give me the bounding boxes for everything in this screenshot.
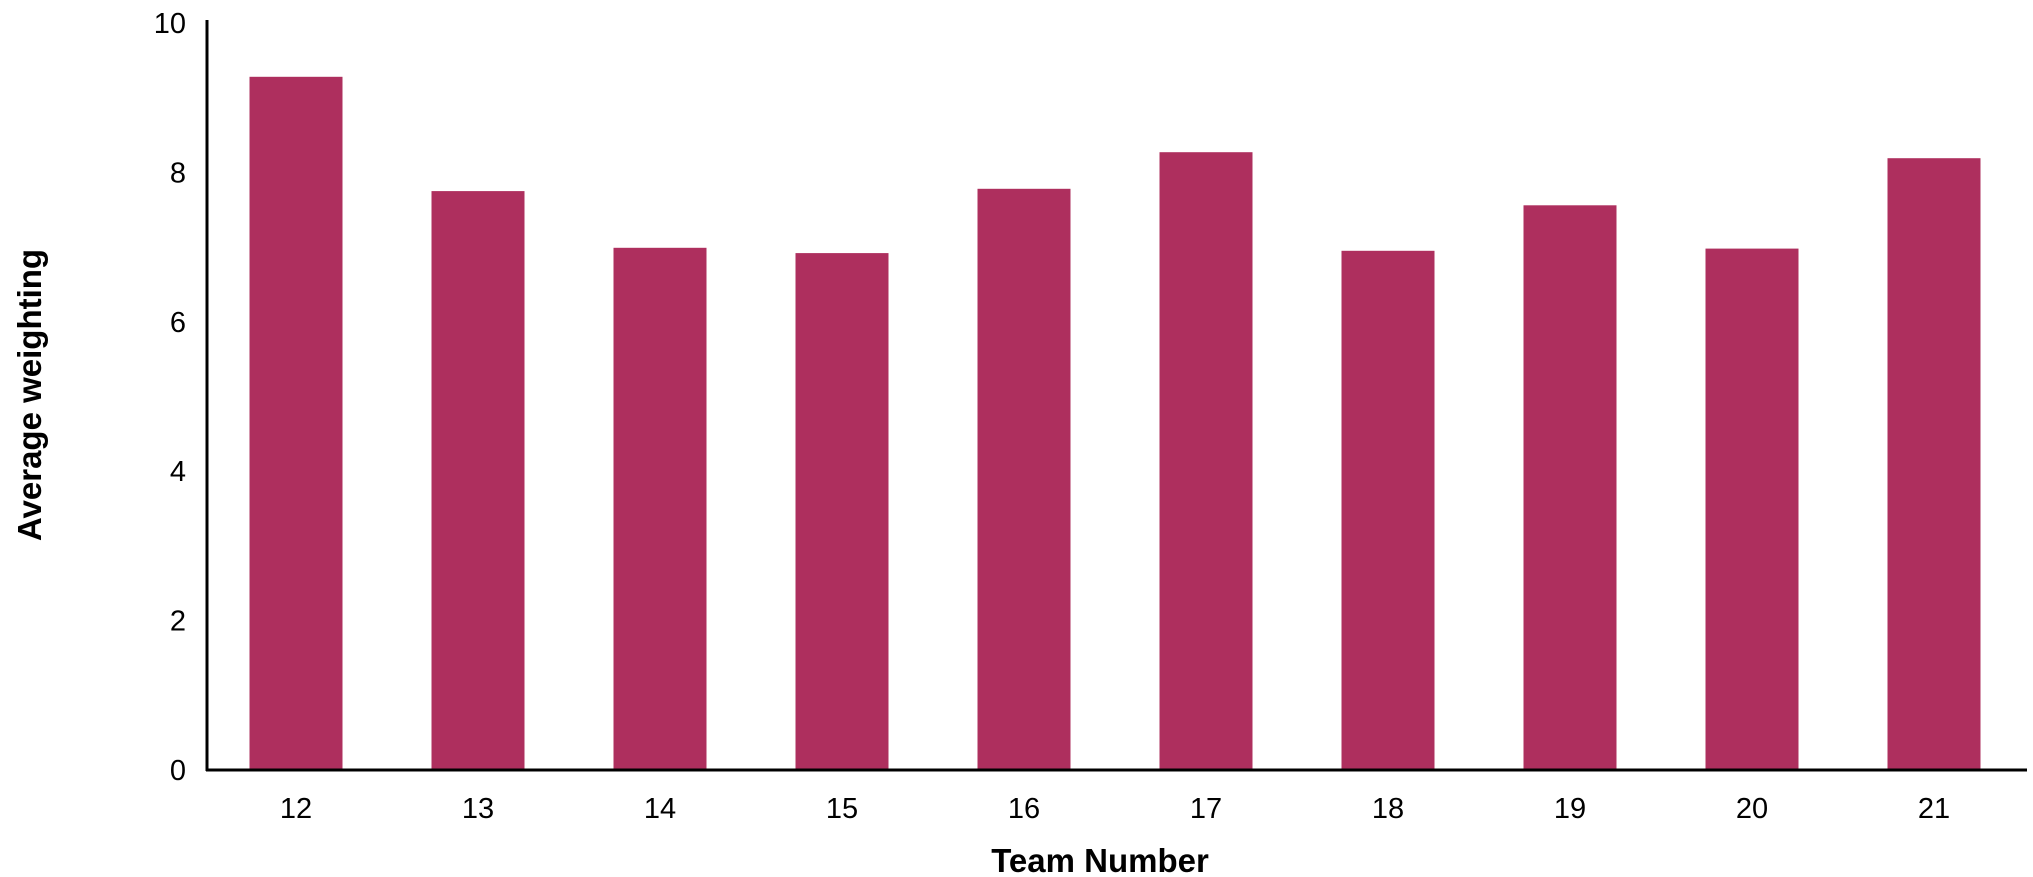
x-tick-label: 14	[644, 793, 676, 825]
bar-16	[977, 188, 1071, 771]
y-tick-label: 10	[154, 8, 186, 40]
x-tick-label: 15	[826, 793, 858, 825]
bar-19	[1523, 205, 1617, 771]
y-tick-label: 6	[170, 307, 186, 339]
y-tick-label: 4	[170, 456, 186, 488]
bar-13	[431, 191, 525, 771]
x-tick-labels: 12 13 14 15 16 17 18 19 20 21	[280, 793, 1950, 825]
bar-14	[613, 247, 707, 771]
y-tick-label: 2	[170, 606, 186, 638]
y-tick-label: 8	[170, 157, 186, 189]
bar-18	[1341, 250, 1435, 771]
axes-group	[205, 20, 2027, 772]
bars-group	[249, 76, 1981, 771]
bar-17	[1159, 152, 1253, 770]
x-tick-label: 12	[280, 793, 312, 825]
x-tick-label: 17	[1190, 793, 1222, 825]
x-tick-label: 21	[1918, 793, 1950, 825]
y-axis-title: Average weighting	[11, 249, 48, 541]
x-axis-title: Team Number	[991, 842, 1209, 877]
x-tick-label: 20	[1736, 793, 1768, 825]
x-tick-label: 13	[462, 793, 494, 825]
bar-21	[1887, 158, 1981, 770]
y-tick-label: 0	[170, 755, 186, 787]
bar-20	[1705, 248, 1799, 771]
x-tick-label: 18	[1372, 793, 1404, 825]
x-tick-label: 19	[1554, 793, 1586, 825]
bar-15	[795, 253, 889, 771]
bar-12	[249, 76, 343, 771]
x-tick-label: 16	[1008, 793, 1040, 825]
y-tick-labels: 0 2 4 6 8 10	[154, 8, 186, 787]
